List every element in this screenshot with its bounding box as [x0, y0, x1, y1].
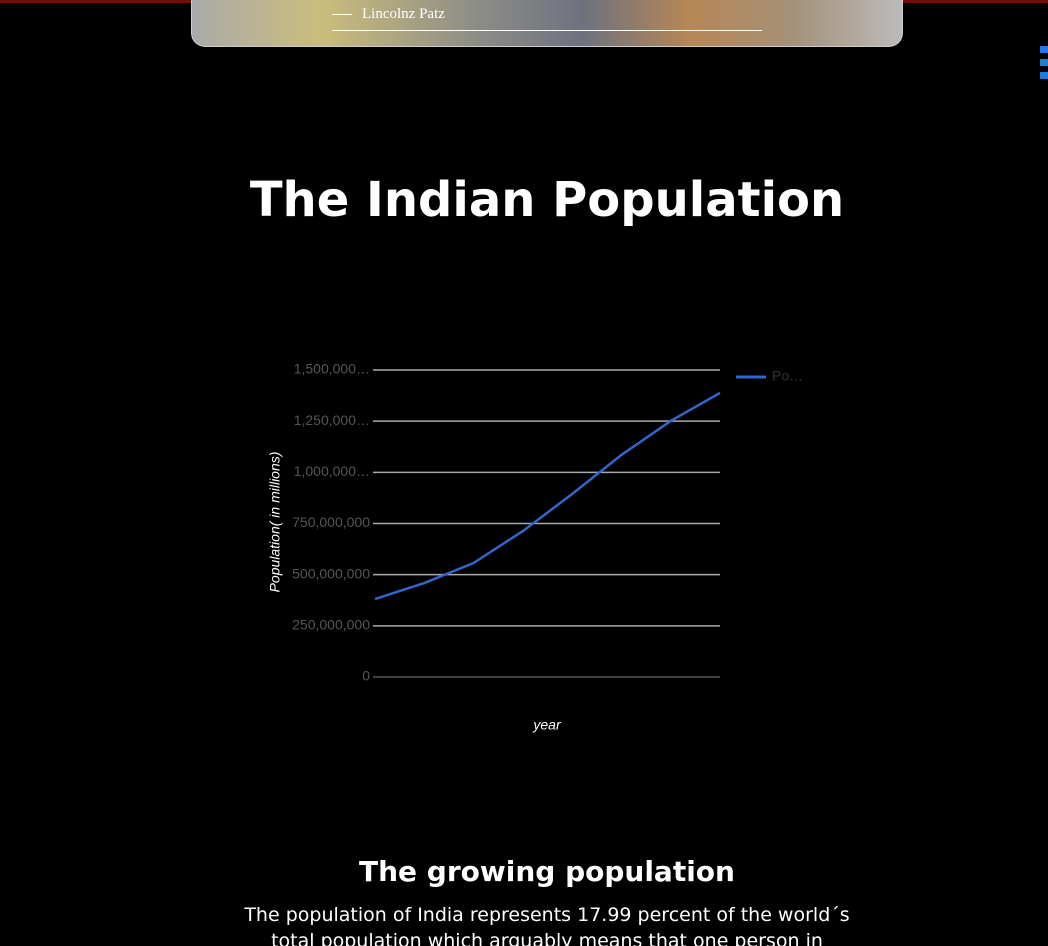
section-text: The population of India represents 17.99…: [0, 902, 1048, 946]
quote-banner: Lincolnz Patz: [191, 0, 903, 47]
menu-button[interactable]: [1040, 46, 1048, 85]
y-tick-label: 250,000,000: [292, 617, 370, 633]
chart: year Population( in millions) 0 250,000,0…: [267, 361, 803, 733]
section-heading: The growing population: [359, 855, 735, 888]
y-axis-label: Population( in millions): [267, 452, 283, 593]
y-tick-label: 500,000,000: [292, 565, 370, 581]
y-tick-label: 1,500,000…: [294, 361, 370, 377]
quote-author: Lincolnz Patz: [332, 6, 445, 23]
divider: [332, 30, 762, 31]
y-tick-label: 0: [362, 668, 370, 684]
y-tick-label: 1,000,000…: [294, 463, 370, 479]
data-line: [374, 391, 721, 601]
x-axis-label: year: [532, 717, 562, 733]
y-tick-label: 750,000,000: [292, 514, 370, 530]
text-line: The population of India represents 17.99…: [244, 904, 850, 926]
legend-label: Po…: [772, 368, 803, 384]
text-line: total population which arguably means th…: [271, 930, 823, 946]
y-tick-label: 1,250,000…: [294, 412, 370, 428]
page-title: The Indian Population: [249, 172, 845, 228]
